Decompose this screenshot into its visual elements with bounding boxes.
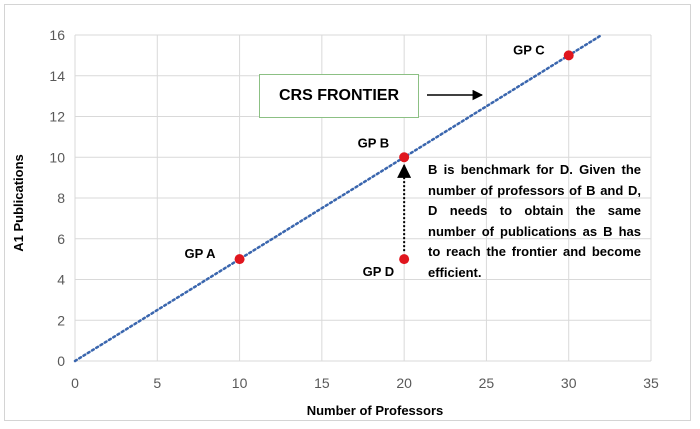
x-tick-label: 15 [314, 375, 330, 391]
data-point [399, 254, 410, 265]
data-point [399, 152, 410, 163]
y-tick-label: 12 [49, 109, 65, 125]
y-tick-label: 2 [57, 312, 65, 328]
x-axis-title: Number of Professors [307, 403, 444, 418]
data-point-label: GP C [513, 42, 545, 57]
y-tick-label: 4 [57, 272, 65, 288]
x-tick-label: 35 [643, 375, 659, 391]
x-tick-label: 5 [153, 375, 161, 391]
data-point [563, 50, 574, 61]
crs-frontier-label: CRS FRONTIER [259, 74, 419, 118]
benchmark-annotation: B is benchmark for D. Given the number o… [428, 162, 641, 280]
y-tick-label: 14 [49, 68, 65, 84]
x-tick-label: 0 [71, 375, 79, 391]
chart-frame: 0 2 4 6 8 10 12 14 16 0 5 10 15 20 25 30 35 Number of Pro… [4, 4, 691, 421]
crs-frontier-line [73, 33, 603, 363]
y-tick-label: 10 [49, 149, 65, 165]
y-tick-label: 6 [57, 231, 65, 247]
x-tick-label: 10 [232, 375, 248, 391]
y-tick-label: 8 [57, 190, 65, 206]
x-tick-label: 30 [561, 375, 577, 391]
data-point-label: GP D [363, 264, 395, 279]
y-tick-label: 16 [49, 27, 65, 43]
data-point [234, 254, 245, 265]
data-point-label: GP A [184, 246, 216, 261]
x-tick-label: 25 [479, 375, 495, 391]
x-tick-label: 20 [396, 375, 412, 391]
data-point-label: GP B [358, 135, 390, 150]
y-axis-title: A1 Publications [11, 154, 26, 252]
y-tick-label: 0 [57, 353, 65, 369]
